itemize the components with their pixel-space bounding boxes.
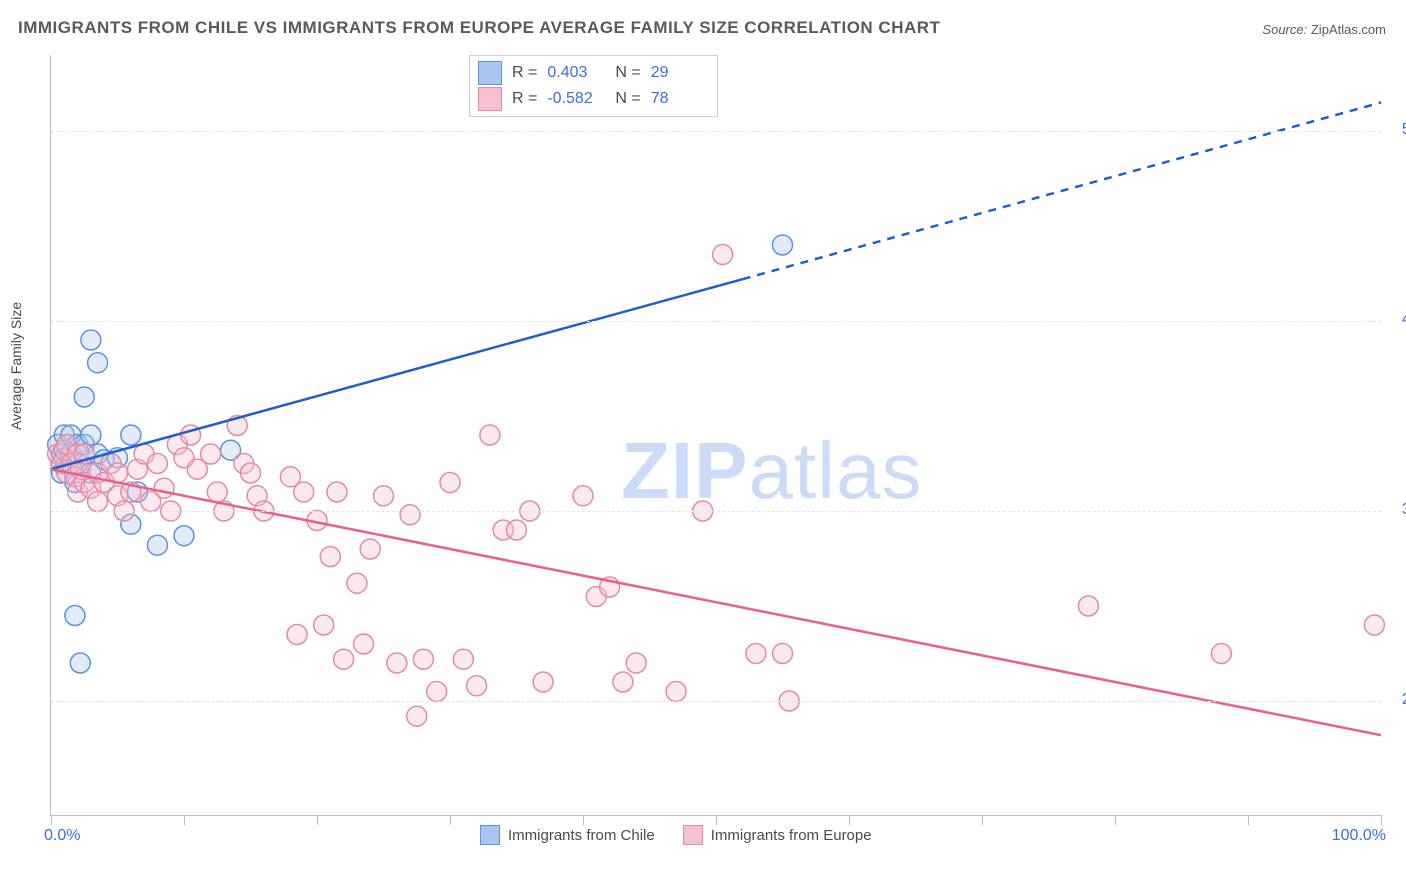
scatter-point bbox=[440, 473, 460, 493]
x-tick bbox=[184, 815, 185, 825]
gridline bbox=[51, 701, 1381, 702]
scatter-point bbox=[1211, 644, 1231, 664]
scatter-point bbox=[407, 706, 427, 726]
scatter-point bbox=[1364, 615, 1384, 635]
scatter-point bbox=[713, 245, 733, 265]
scatter-point bbox=[74, 387, 94, 407]
scatter-point bbox=[1078, 596, 1098, 616]
scatter-point bbox=[746, 644, 766, 664]
y-tick-label: 2.00 bbox=[1402, 691, 1406, 709]
chart-source: Source: ZipAtlas.com bbox=[1262, 22, 1386, 37]
trend-line-dashed bbox=[743, 103, 1381, 280]
legend-swatch bbox=[478, 87, 502, 111]
legend-stat-row: R = -0.582 N = 78 bbox=[478, 86, 709, 112]
scatter-point bbox=[207, 482, 227, 502]
n-label: N = bbox=[615, 90, 640, 108]
x-tick bbox=[1381, 815, 1382, 825]
scatter-point bbox=[320, 547, 340, 567]
legend-swatch bbox=[478, 61, 502, 85]
scatter-point bbox=[400, 505, 420, 525]
gridline bbox=[51, 511, 1381, 512]
scatter-point bbox=[88, 492, 108, 512]
y-tick-label: 4.00 bbox=[1402, 311, 1406, 329]
gridline bbox=[51, 131, 1381, 132]
x-tick bbox=[982, 815, 983, 825]
trend-line bbox=[51, 469, 1381, 735]
x-tick bbox=[1115, 815, 1116, 825]
gridline bbox=[51, 321, 1381, 322]
source-value: ZipAtlas.com bbox=[1311, 22, 1386, 37]
r-label: R = bbox=[512, 90, 537, 108]
r-value: -0.582 bbox=[547, 90, 605, 108]
y-tick-label: 5.00 bbox=[1402, 121, 1406, 139]
scatter-point bbox=[65, 606, 85, 626]
x-tick bbox=[849, 815, 850, 825]
scatter-point bbox=[533, 672, 553, 692]
x-tick bbox=[450, 815, 451, 825]
legend-stats: R = 0.403 N = 29 R = -0.582 N = 78 bbox=[469, 55, 718, 117]
scatter-point bbox=[626, 653, 646, 673]
chart-container: IMMIGRANTS FROM CHILE VS IMMIGRANTS FROM… bbox=[0, 0, 1406, 892]
scatter-point bbox=[314, 615, 334, 635]
legend-series-label: Immigrants from Europe bbox=[711, 827, 872, 844]
legend-swatch bbox=[480, 825, 500, 845]
x-tick bbox=[1248, 815, 1249, 825]
x-tick bbox=[51, 815, 52, 825]
plot-wrap: ZIPatlas R =0.403N =29R =-0.582N =78 2.0… bbox=[50, 55, 1380, 815]
legend-series-item: Immigrants from Europe bbox=[683, 825, 872, 845]
scatter-point bbox=[241, 463, 261, 483]
r-label: R = bbox=[512, 64, 537, 82]
scatter-point bbox=[453, 649, 473, 669]
x-tick bbox=[583, 815, 584, 825]
plot-area: ZIPatlas R =0.403N =29R =-0.582N =78 2.0… bbox=[50, 55, 1381, 816]
scatter-point bbox=[773, 644, 793, 664]
y-axis-label: Average Family Size bbox=[8, 302, 24, 430]
scatter-point bbox=[88, 353, 108, 373]
scatter-point bbox=[201, 444, 221, 464]
scatter-point bbox=[147, 454, 167, 474]
x-tick bbox=[317, 815, 318, 825]
legend-series-item: Immigrants from Chile bbox=[480, 825, 655, 845]
source-label: Source: bbox=[1262, 22, 1307, 37]
scatter-point bbox=[387, 653, 407, 673]
scatter-point bbox=[773, 235, 793, 255]
scatter-point bbox=[327, 482, 347, 502]
scatter-point bbox=[347, 573, 367, 593]
scatter-point bbox=[121, 425, 141, 445]
scatter-point bbox=[81, 425, 101, 445]
scatter-point bbox=[70, 653, 90, 673]
legend-stat-row: R = 0.403 N = 29 bbox=[478, 60, 709, 86]
chart-title: IMMIGRANTS FROM CHILE VS IMMIGRANTS FROM… bbox=[18, 18, 940, 38]
y-tick-label: 3.00 bbox=[1402, 501, 1406, 519]
scatter-point bbox=[287, 625, 307, 645]
scatter-point bbox=[294, 482, 314, 502]
scatter-point bbox=[480, 425, 500, 445]
n-value: 78 bbox=[651, 90, 709, 108]
n-label: N = bbox=[615, 64, 640, 82]
scatter-point bbox=[374, 486, 394, 506]
scatter-point bbox=[334, 649, 354, 669]
n-value: 29 bbox=[651, 64, 709, 82]
scatter-point bbox=[427, 682, 447, 702]
scatter-point bbox=[354, 634, 374, 654]
x-min-label: 0.0% bbox=[44, 827, 80, 845]
x-max-label: 100.0% bbox=[1332, 827, 1386, 845]
trend-line bbox=[51, 279, 743, 469]
scatter-point bbox=[666, 682, 686, 702]
scatter-point bbox=[154, 478, 174, 498]
scatter-point bbox=[81, 330, 101, 350]
scatter-point bbox=[507, 520, 527, 540]
scatter-point bbox=[174, 526, 194, 546]
legend-series-label: Immigrants from Chile bbox=[508, 827, 655, 844]
scatter-point bbox=[413, 649, 433, 669]
scatter-point bbox=[147, 535, 167, 555]
scatter-point bbox=[467, 676, 487, 696]
scatter-point bbox=[613, 672, 633, 692]
r-value: 0.403 bbox=[547, 64, 605, 82]
scatter-point bbox=[360, 539, 380, 559]
x-tick bbox=[716, 815, 717, 825]
scatter-point bbox=[573, 486, 593, 506]
legend-series: Immigrants from Chile Immigrants from Eur… bbox=[480, 825, 872, 845]
legend-swatch bbox=[683, 825, 703, 845]
